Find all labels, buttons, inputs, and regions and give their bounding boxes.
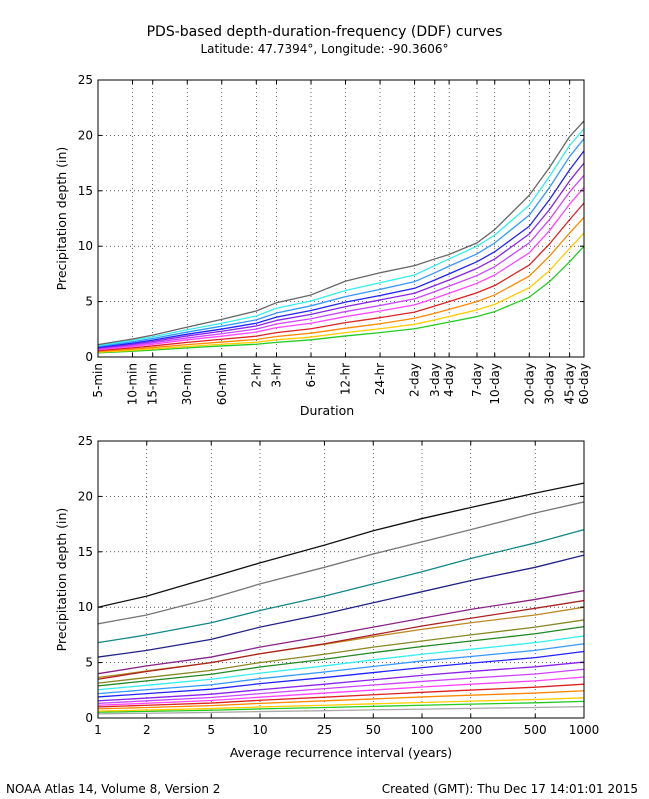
series-line-13 bbox=[97, 619, 585, 684]
y-tick-label: 0 bbox=[85, 711, 93, 725]
series-line-8 bbox=[97, 150, 585, 349]
series-line-1 bbox=[97, 245, 585, 354]
y-tick-label: 15 bbox=[78, 545, 93, 559]
series-line-7 bbox=[97, 668, 585, 705]
series-line-1 bbox=[97, 705, 585, 715]
series-line-15 bbox=[97, 599, 585, 680]
series-line-6 bbox=[97, 676, 585, 706]
x-tick-label: 30-min bbox=[180, 363, 194, 405]
x-tick-label: 3-day bbox=[428, 363, 442, 397]
plot-series bbox=[97, 482, 585, 715]
plot-series bbox=[97, 120, 585, 354]
x-tick-label: 2-day bbox=[408, 363, 422, 397]
series-line-10 bbox=[97, 643, 585, 695]
series-line-20 bbox=[97, 482, 585, 608]
y-axis-label: Precipitation depth (in) bbox=[54, 508, 69, 652]
chart-title: PDS-based depth-duration-frequency (DDF)… bbox=[146, 24, 503, 40]
x-tick-label: 60-min bbox=[215, 363, 229, 405]
x-tick-label: 45-day bbox=[563, 363, 577, 405]
x-tick-label: 10-min bbox=[126, 363, 140, 405]
plot-frame bbox=[97, 440, 585, 719]
plot-frame bbox=[97, 79, 585, 358]
footer-source: NOAA Atlas 14, Volume 8, Version 2 bbox=[6, 782, 221, 796]
x-tick-label: 200 bbox=[459, 723, 482, 737]
series-line-6 bbox=[97, 174, 585, 350]
series-line-17 bbox=[97, 554, 585, 658]
y-tick-label: 5 bbox=[85, 656, 93, 670]
series-line-14 bbox=[97, 606, 585, 679]
x-tick-label: 20-day bbox=[522, 363, 536, 405]
series-line-11 bbox=[97, 120, 585, 346]
x-tick-label: 10 bbox=[252, 723, 267, 737]
series-line-5 bbox=[97, 683, 585, 708]
series-line-10 bbox=[97, 128, 585, 347]
x-tick-label: 2 bbox=[143, 723, 151, 737]
y-axis-label: Precipitation depth (in) bbox=[54, 147, 69, 291]
footer-created: Created (GMT): Thu Dec 17 14:01:01 2015 bbox=[381, 782, 638, 796]
series-line-8 bbox=[97, 661, 585, 702]
series-line-9 bbox=[97, 650, 585, 698]
x-tick-label: 60-day bbox=[577, 363, 591, 405]
series-line-2 bbox=[97, 232, 585, 353]
x-tick-label: 15-min bbox=[146, 363, 160, 405]
x-tick-label: 30-day bbox=[543, 363, 557, 405]
series-line-16 bbox=[97, 589, 585, 675]
x-tick-label: 5-min bbox=[91, 363, 105, 398]
series-line-18 bbox=[97, 529, 585, 644]
series-line-19 bbox=[97, 501, 585, 625]
y-tick-label: 15 bbox=[78, 184, 93, 198]
x-tick-label: 10-day bbox=[488, 363, 502, 405]
series-line-12 bbox=[97, 625, 585, 687]
x-tick-label: 12-hr bbox=[339, 363, 353, 395]
series-line-4 bbox=[97, 690, 585, 710]
x-axis-label: Average recurrence interval (years) bbox=[230, 745, 452, 760]
x-tick-label: 1000 bbox=[569, 723, 600, 737]
series-line-11 bbox=[97, 635, 585, 691]
x-tick-label: 1 bbox=[94, 723, 102, 737]
plot-grid bbox=[97, 79, 585, 358]
plot-ticks: 0 5 10 15 20 25 5-min 10-min 15-min 30-min 60-min 2… bbox=[78, 73, 591, 405]
y-tick-label: 20 bbox=[78, 128, 93, 142]
x-tick-label: 5 bbox=[207, 723, 215, 737]
x-tick-label: 3-hr bbox=[270, 363, 284, 388]
chart-subtitle: Latitude: 47.7394°, Longitude: -90.3606° bbox=[200, 42, 449, 56]
x-tick-label: 25 bbox=[317, 723, 332, 737]
series-line-5 bbox=[97, 187, 585, 351]
x-tick-label: 2-hr bbox=[249, 363, 263, 388]
series-line-3 bbox=[97, 697, 585, 712]
x-tick-label: 500 bbox=[524, 723, 547, 737]
y-tick-label: 10 bbox=[78, 239, 93, 253]
y-tick-label: 10 bbox=[78, 600, 93, 614]
y-tick-label: 20 bbox=[78, 489, 93, 503]
x-tick-label: 100 bbox=[411, 723, 434, 737]
y-tick-label: 25 bbox=[78, 434, 93, 448]
x-tick-label: 50 bbox=[366, 723, 381, 737]
x-tick-label: 4-day bbox=[442, 363, 456, 397]
y-tick-label: 5 bbox=[85, 295, 93, 309]
series-line-4 bbox=[97, 202, 585, 352]
series-line-3 bbox=[97, 216, 585, 353]
x-tick-label: 7-day bbox=[470, 363, 484, 397]
x-tick-label: 6-hr bbox=[304, 363, 318, 388]
x-axis-label: Duration bbox=[300, 403, 354, 418]
x-tick-label: 24-hr bbox=[373, 363, 387, 395]
plot-1: 0 5 10 15 20 25 5-min 10-min 15-min 30-min 60-min 2… bbox=[54, 73, 591, 418]
y-tick-label: 0 bbox=[85, 350, 93, 364]
series-line-2 bbox=[97, 700, 585, 713]
series-line-7 bbox=[97, 162, 585, 349]
series-line-9 bbox=[97, 138, 585, 348]
y-tick-label: 25 bbox=[78, 73, 93, 87]
